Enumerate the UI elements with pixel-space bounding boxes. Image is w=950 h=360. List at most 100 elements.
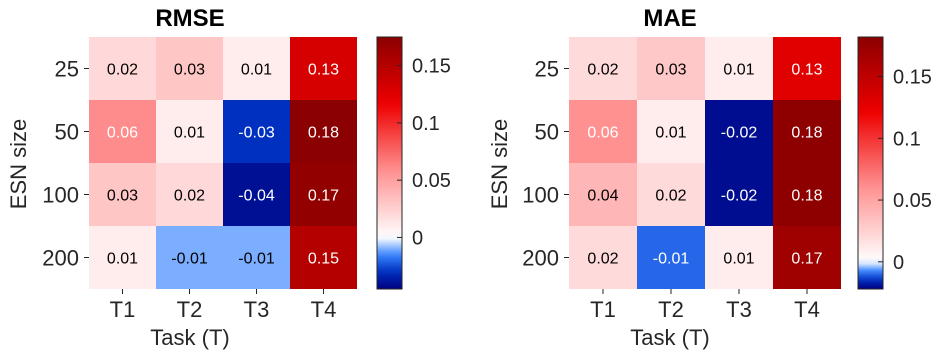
cell-value-label: 0.04 bbox=[587, 188, 618, 205]
cell-value-label: 0.17 bbox=[308, 188, 339, 205]
chart-title: RMSE bbox=[155, 5, 224, 32]
y-axis-label: ESN size bbox=[6, 119, 31, 209]
cell-value-label: 0.03 bbox=[107, 188, 138, 205]
heatmap-cell bbox=[89, 100, 156, 163]
cell-value-label: 0.18 bbox=[791, 125, 822, 142]
cell-value-label: 0.13 bbox=[308, 62, 339, 79]
cell-value-label: 0.03 bbox=[655, 62, 686, 79]
colorbar-ticks: 0 0.05 0.1 0.15 bbox=[397, 56, 451, 249]
heatmap-cell bbox=[569, 226, 637, 289]
colorbar-tick-label: 0.1 bbox=[412, 113, 440, 135]
cell-value-label: 0.13 bbox=[791, 62, 822, 79]
cell-value-label: -0.01 bbox=[653, 251, 690, 268]
x-tick-label: T1 bbox=[110, 297, 136, 322]
colorbar-tick-label: 0 bbox=[412, 227, 423, 249]
heatmap-cell bbox=[773, 163, 841, 226]
colorbar-tick-label: 0.15 bbox=[893, 67, 932, 89]
x-tick-label: T4 bbox=[311, 297, 337, 322]
heatmap-cell bbox=[89, 163, 156, 226]
cell-value-label: 0.01 bbox=[723, 62, 754, 79]
cell-value-label: -0.02 bbox=[721, 188, 758, 205]
cell-value-label: 0.06 bbox=[107, 125, 138, 142]
y-tick-label: 25 bbox=[55, 57, 79, 82]
y-tick-label: 100 bbox=[522, 183, 559, 208]
colorbar-tick-label: 0.15 bbox=[412, 56, 451, 78]
heatmap-cell bbox=[223, 37, 290, 100]
colorbar-tick-label: 0 bbox=[893, 252, 904, 274]
cell-value-label: 0.01 bbox=[107, 251, 138, 268]
cell-value-label: 0.15 bbox=[308, 251, 339, 268]
heatmap-cell bbox=[637, 37, 705, 100]
colorbar-ticks: 0 0.05 0.1 0.15 bbox=[878, 67, 932, 274]
heatmap-cell bbox=[290, 37, 357, 100]
heatmap-cell bbox=[156, 100, 223, 163]
cell-value-label: 0.02 bbox=[587, 251, 618, 268]
x-axis-label: Task (T) bbox=[630, 325, 709, 350]
cell-value-label: -0.02 bbox=[721, 125, 758, 142]
y-tick-label: 100 bbox=[42, 183, 79, 208]
heatmap-cell bbox=[705, 100, 773, 163]
x-tick-label: T4 bbox=[794, 297, 820, 322]
cell-value-label: 0.18 bbox=[308, 125, 339, 142]
heatmap-panel-rmse: RMSE 0.02 0.03 0.01 0.130.06 0.01 -0.03 0.180.… bbox=[6, 5, 451, 350]
heatmap-cell bbox=[773, 37, 841, 100]
x-tick-label: T1 bbox=[590, 297, 616, 322]
y-tick-label: 50 bbox=[535, 120, 559, 145]
x-tick-label: T2 bbox=[177, 297, 203, 322]
heatmap-cell bbox=[637, 100, 705, 163]
heatmap-cell bbox=[223, 163, 290, 226]
y-tick-label: 50 bbox=[55, 120, 79, 145]
y-axis-ticks: 25 50 100 200 bbox=[42, 57, 89, 271]
heatmap-cell bbox=[156, 163, 223, 226]
y-tick-label: 200 bbox=[522, 246, 559, 271]
y-axis-label: ESN size bbox=[487, 119, 512, 209]
x-axis-ticks: T1 T2 T3 T4 bbox=[110, 289, 337, 322]
colorbar-tick-label: 0.05 bbox=[412, 170, 451, 192]
heatmap-panel-mae: MAE 0.02 0.03 0.01 0.130.06 0.01 -0.02 0.180.0… bbox=[487, 5, 932, 350]
chart-title: MAE bbox=[643, 5, 696, 32]
heatmap-cell bbox=[637, 163, 705, 226]
cell-value-label: 0.18 bbox=[791, 188, 822, 205]
heatmap-cell bbox=[290, 100, 357, 163]
y-tick-label: 25 bbox=[535, 57, 559, 82]
cell-value-label: 0.01 bbox=[241, 62, 272, 79]
cell-value-label: -0.04 bbox=[238, 188, 275, 205]
heatmap-cell bbox=[705, 37, 773, 100]
heatmap-cell bbox=[637, 226, 705, 289]
cell-value-label: 0.06 bbox=[587, 125, 618, 142]
heatmap-cell bbox=[156, 37, 223, 100]
heatmap-cell bbox=[773, 100, 841, 163]
colorbar-tick-label: 0.1 bbox=[893, 128, 921, 150]
cell-value-label: -0.03 bbox=[238, 125, 275, 142]
heatmap-cells: 0.02 0.03 0.01 0.13 0.06 0.01 -0.02 0.18 0.04 0.0… bbox=[569, 37, 841, 289]
colorbar-gradient bbox=[857, 36, 884, 290]
colorbar-gradient bbox=[376, 36, 403, 290]
heatmap-cell bbox=[89, 37, 156, 100]
y-axis-ticks: 25 50 100 200 bbox=[522, 57, 569, 271]
x-tick-label: T3 bbox=[726, 297, 752, 322]
cell-value-label: 0.01 bbox=[655, 125, 686, 142]
cell-value-label: 0.01 bbox=[174, 125, 205, 142]
heatmap-cell bbox=[223, 226, 290, 289]
x-tick-label: T3 bbox=[244, 297, 270, 322]
cell-value-label: 0.02 bbox=[174, 188, 205, 205]
cell-value-label: 0.02 bbox=[107, 62, 138, 79]
colorbar-tick-label: 0.05 bbox=[893, 190, 932, 212]
heatmap-cell bbox=[773, 226, 841, 289]
cell-value-label: -0.01 bbox=[238, 251, 275, 268]
cell-value-label: 0.17 bbox=[791, 251, 822, 268]
colorbar: 0 0.05 0.1 0.15 bbox=[376, 36, 451, 290]
heatmap-cell bbox=[569, 37, 637, 100]
cell-value-label: 0.01 bbox=[723, 251, 754, 268]
x-tick-label: T2 bbox=[658, 297, 684, 322]
cell-value-label: 0.03 bbox=[174, 62, 205, 79]
colorbar: 0 0.05 0.1 0.15 bbox=[857, 36, 932, 290]
heatmap-cell bbox=[290, 226, 357, 289]
cell-value-label: 0.02 bbox=[655, 188, 686, 205]
heatmap-cell bbox=[569, 100, 637, 163]
heatmap-cells: 0.02 0.03 0.01 0.13 0.06 0.01 -0.03 0.18 0.03 0.0… bbox=[89, 37, 357, 289]
cell-value-label: 0.02 bbox=[587, 62, 618, 79]
heatmap-cell bbox=[290, 163, 357, 226]
heatmap-cell bbox=[223, 100, 290, 163]
